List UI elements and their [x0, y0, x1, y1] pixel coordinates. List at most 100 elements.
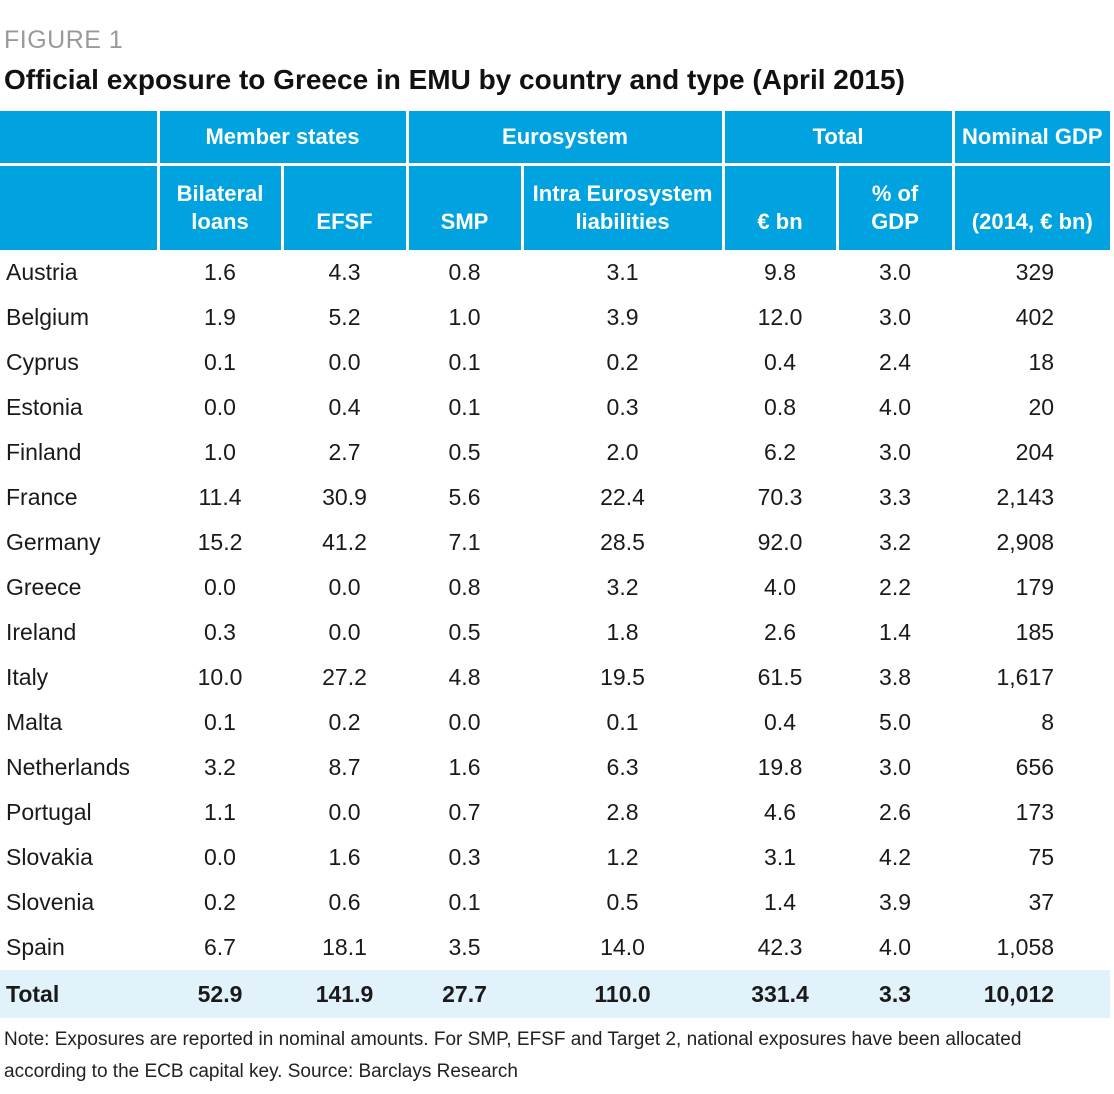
country-cell: France: [6, 484, 78, 510]
header-nominal-gdp: Nominal GDP: [953, 111, 1111, 166]
eur-bn-cell: 0.8: [764, 394, 797, 420]
efsf-cell: 0.0: [328, 799, 361, 825]
intra-eurosystem-cell: 2.0: [606, 439, 639, 465]
smp-cell: 0.0: [448, 709, 481, 735]
smp-cell: 0.3: [448, 844, 481, 870]
country-cell: Finland: [6, 439, 82, 465]
bilateral-loans-cell: 0.1: [204, 349, 236, 375]
header-intra-line2: liabilities: [575, 209, 670, 234]
header-bilateral-line2: loans: [191, 209, 249, 234]
efsf-cell: 141.9: [282, 970, 408, 1018]
pct-gdp-cell: 3.0: [879, 259, 912, 285]
eur-bn-cell: 1.4: [764, 889, 797, 915]
header-intra-eurosystem: Intra Eurosystem liabilities: [522, 164, 725, 250]
header-pct-line1: % of: [871, 181, 919, 206]
country-cell: Italy: [6, 664, 49, 690]
header-pct-gdp: % of GDP: [837, 164, 955, 250]
intra-eurosystem-cell: 14.0: [600, 934, 645, 960]
intra-eurosystem-cell: 0.2: [606, 349, 639, 375]
intra-eurosystem-cell: 6.3: [606, 754, 639, 780]
gdp-cell: 18: [1028, 349, 1055, 375]
eur-bn-cell: 12.0: [757, 304, 803, 330]
efsf-cell: 4.3: [328, 259, 361, 285]
country-cell: Malta: [6, 709, 63, 735]
header-bilateral-line1: Bilateral: [176, 181, 264, 206]
smp-cell: 0.5: [448, 439, 481, 465]
bilateral-loans-cell: 0.0: [204, 574, 236, 600]
header-efsf: EFSF: [282, 164, 409, 250]
header-intra-line1: Intra Eurosystem: [532, 181, 713, 206]
bilateral-loans-cell: 0.0: [204, 844, 236, 870]
intra-eurosystem-cell: 0.3: [606, 394, 639, 420]
eur-bn-cell: 6.2: [764, 439, 797, 465]
pct-gdp-cell: 3.0: [879, 754, 912, 780]
intra-eurosystem-cell: 3.2: [606, 574, 639, 600]
header-smp-label: SMP: [440, 209, 489, 234]
table-row: Portugal 1.1 0.0 0.7 2.8 4.6 2.6 173: [0, 790, 1110, 835]
bilateral-loans-cell: 11.4: [198, 484, 242, 510]
eur-bn-cell: 92.0: [757, 529, 803, 555]
smp-cell: 27.7: [407, 970, 523, 1018]
efsf-cell: 8.7: [328, 754, 361, 780]
efsf-cell: 5.2: [328, 304, 361, 330]
header-pct-line2: GDP: [871, 209, 919, 234]
pct-gdp-cell: 3.3: [879, 484, 912, 510]
table-title: Official exposure to Greece in EMU by co…: [4, 64, 905, 95]
eur-bn-cell: 0.4: [764, 709, 797, 735]
header-column-row: Bilateral loans EFSF SMP Intra Eurosyste…: [0, 164, 1111, 250]
table-row: Germany 15.2 41.2 7.1 28.5 92.0 3.2 2,908: [0, 520, 1110, 565]
table-row: Finland 1.0 2.7 0.5 2.0 6.2 3.0 204: [0, 430, 1110, 475]
eur-bn-cell: 70.3: [757, 484, 803, 510]
header-gdp-unit: (2014, € bn): [953, 164, 1111, 250]
efsf-cell: 1.6: [328, 844, 361, 870]
intra-eurosystem-cell: 1.8: [606, 619, 639, 645]
pct-gdp-cell: 3.8: [879, 664, 912, 690]
table-row: Estonia 0.0 0.4 0.1 0.3 0.8 4.0 20: [0, 385, 1110, 430]
efsf-cell: 0.0: [328, 574, 361, 600]
eur-bn-cell: 61.5: [757, 664, 803, 690]
table-note: Note: Exposures are reported in nominal …: [4, 1029, 1022, 1082]
eur-bn-cell: 42.3: [757, 934, 803, 960]
smp-cell: 0.1: [448, 889, 481, 915]
intra-eurosystem-cell: 22.4: [600, 484, 645, 510]
pct-gdp-cell: 3.2: [879, 529, 912, 555]
smp-cell: 1.6: [448, 754, 481, 780]
pct-gdp-cell: 3.0: [879, 304, 912, 330]
smp-cell: 0.8: [448, 259, 481, 285]
bilateral-loans-cell: 3.2: [204, 754, 236, 780]
gdp-cell: 173: [1015, 799, 1055, 825]
pct-gdp-cell: 2.4: [879, 349, 912, 375]
table-body: Austria 1.6 4.3 0.8 3.1 9.8 3.0 329 Belgium 1.9 5.…: [0, 250, 1111, 1018]
gdp-cell: 179: [1015, 574, 1055, 600]
table-row: Ireland 0.3 0.0 0.5 1.8 2.6 1.4 185: [0, 610, 1110, 655]
intra-eurosystem-cell: 110.0: [522, 970, 724, 1018]
bilateral-loans-cell: 6.7: [204, 934, 236, 960]
intra-eurosystem-cell: 3.1: [606, 259, 639, 285]
header-group-row: Member states Eurosystem Total Nominal G…: [0, 111, 1111, 166]
gdp-cell: 402: [1015, 304, 1055, 330]
intra-eurosystem-cell: 0.5: [606, 889, 639, 915]
pct-gdp-cell: 4.0: [879, 934, 912, 960]
country-cell: Portugal: [6, 799, 92, 825]
efsf-cell: 27.2: [322, 664, 367, 690]
bilateral-loans-cell: 1.0: [204, 439, 236, 465]
smp-cell: 1.0: [448, 304, 481, 330]
bilateral-loans-cell: 0.3: [204, 619, 236, 645]
header-smp: SMP: [407, 164, 524, 250]
country-cell: Belgium: [6, 304, 90, 330]
efsf-cell: 41.2: [322, 529, 367, 555]
eur-bn-cell: 2.6: [764, 619, 797, 645]
gdp-cell: 1,617: [996, 664, 1055, 690]
header-gdp-unit-label: (2014, € bn): [971, 209, 1093, 234]
header-efsf-label: EFSF: [316, 209, 373, 234]
exposure-table: Member states Eurosystem Total Nominal G…: [0, 111, 1111, 1018]
country-cell: Austria: [6, 259, 78, 285]
smp-cell: 7.1: [448, 529, 481, 555]
header-eur-bn: € bn: [723, 164, 839, 250]
header-bilateral-loans: Bilateral loans: [158, 164, 284, 250]
pct-gdp-cell: 3.0: [879, 439, 912, 465]
header-corner: [0, 111, 160, 166]
table-row: Slovenia 0.2 0.6 0.1 0.5 1.4 3.9 37: [0, 880, 1110, 925]
table-row: Greece 0.0 0.0 0.8 3.2 4.0 2.2 179: [0, 565, 1110, 610]
pct-gdp-cell: 3.9: [879, 889, 912, 915]
